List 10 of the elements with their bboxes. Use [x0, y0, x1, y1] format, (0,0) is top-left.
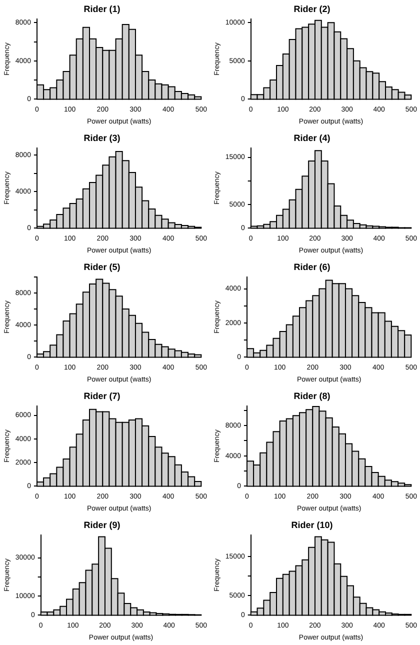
chart-title: Rider (5): [84, 262, 120, 272]
chart-title: Rider (4): [294, 132, 330, 143]
chart-title: Rider (8): [294, 390, 330, 401]
chart-title: Rider (10): [291, 520, 333, 530]
chart-title: Rider (2): [294, 4, 330, 14]
chart-title: Rider (6): [294, 262, 330, 272]
chart-title: Rider (1): [84, 4, 120, 14]
chart-title: Rider (3): [84, 132, 120, 143]
chart-title: Rider (9): [84, 520, 120, 530]
chart-title: Rider (7): [84, 390, 120, 401]
